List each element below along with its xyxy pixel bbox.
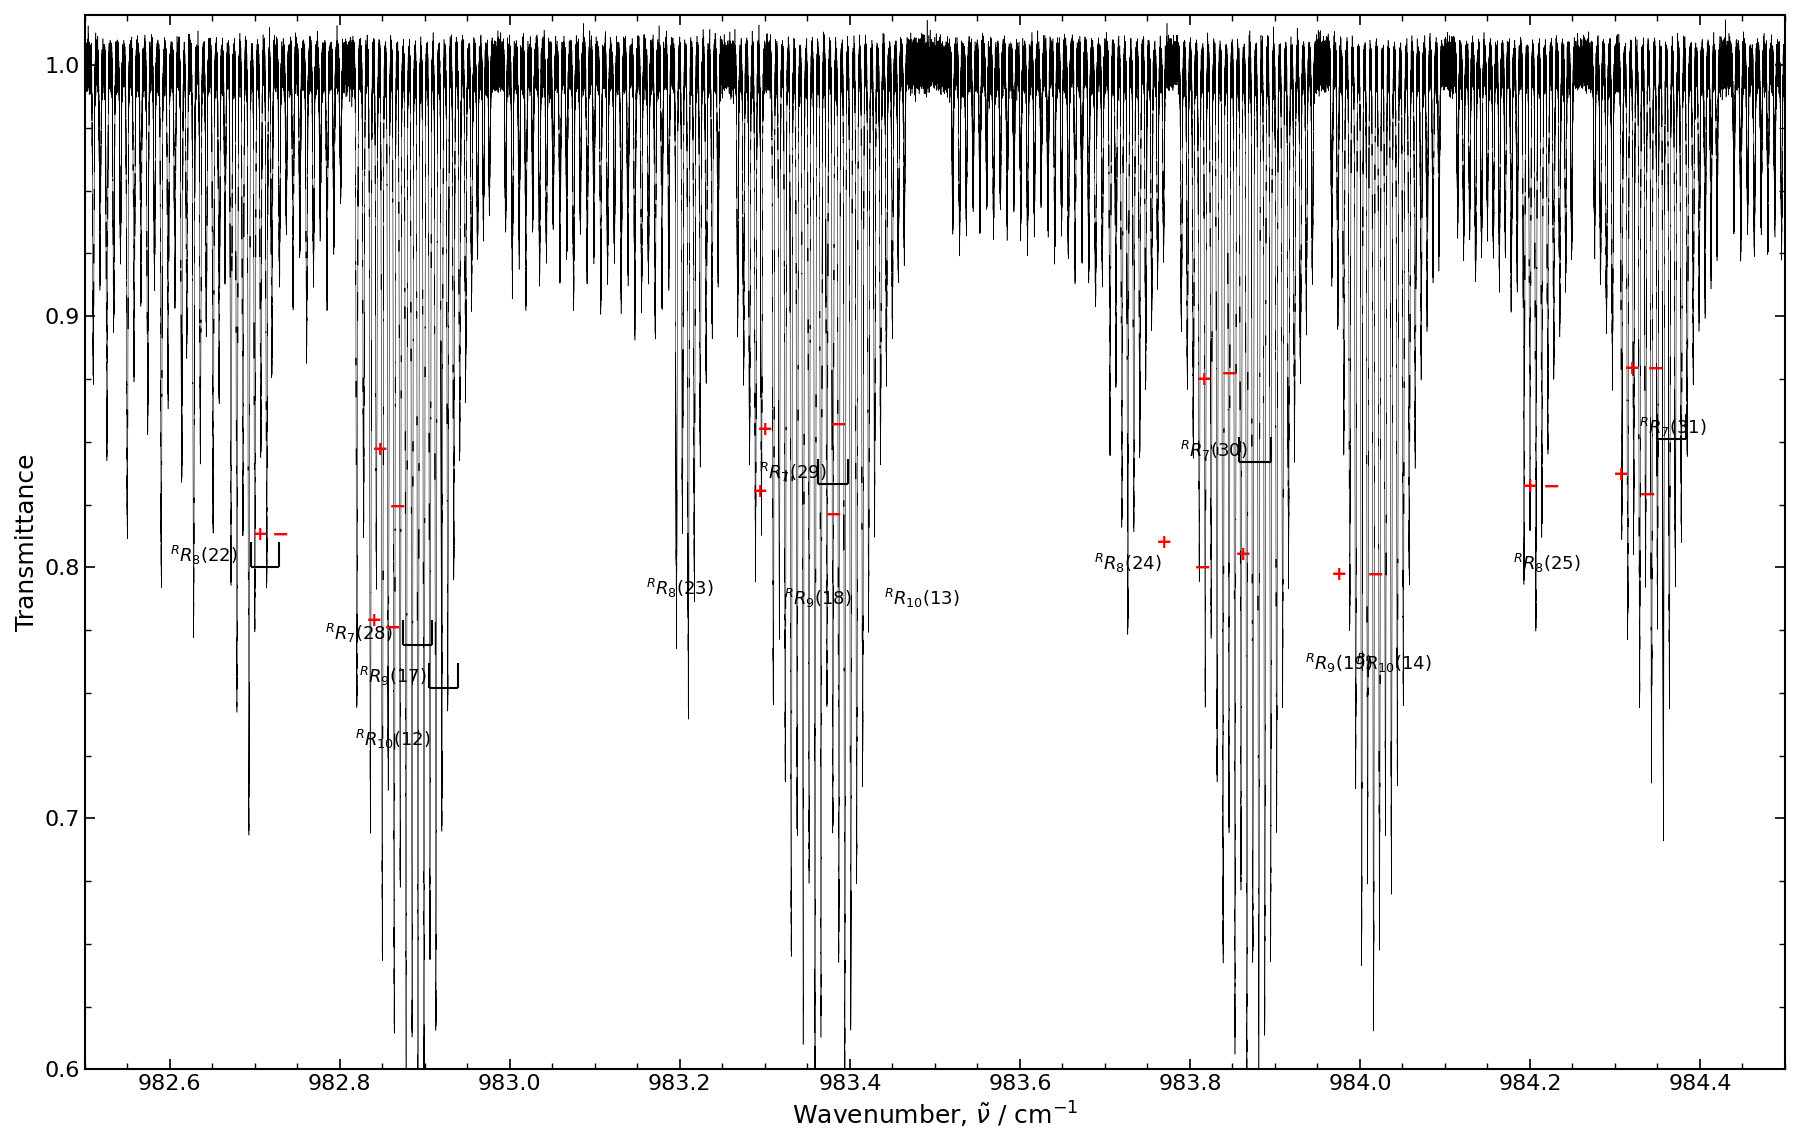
- Text: $^RR_{10}(13)$: $^RR_{10}(13)$: [884, 587, 959, 610]
- Text: −: −: [1543, 477, 1561, 497]
- Text: $^RR_8(24)$: $^RR_8(24)$: [1094, 552, 1161, 575]
- Text: +: +: [371, 440, 389, 459]
- Text: $^RR_7(28)$: $^RR_7(28)$: [324, 622, 392, 645]
- X-axis label: Wavenumber, $\tilde{\nu}$ / cm$^{-1}$: Wavenumber, $\tilde{\nu}$ / cm$^{-1}$: [792, 1100, 1078, 1130]
- Text: −: −: [830, 414, 848, 434]
- Text: −: −: [1647, 360, 1665, 379]
- Text: $^RR_9(18)$: $^RR_9(18)$: [783, 587, 851, 610]
- Text: $^RR_{10}(14)$: $^RR_{10}(14)$: [1355, 653, 1431, 676]
- Text: +: +: [1624, 360, 1640, 379]
- Text: $^RR_7(31)$: $^RR_7(31)$: [1638, 416, 1706, 440]
- Text: $^RR_9(17)$: $^RR_9(17)$: [358, 665, 427, 688]
- Text: +: +: [752, 482, 769, 502]
- Text: −: −: [383, 617, 401, 638]
- Text: +: +: [1235, 545, 1251, 564]
- Text: −: −: [1366, 564, 1384, 585]
- Text: −: −: [272, 524, 290, 545]
- Text: $^RR_7(30)$: $^RR_7(30)$: [1179, 439, 1247, 461]
- Text: +: +: [756, 420, 774, 439]
- Text: $^RR_8(23)$: $^RR_8(23)$: [646, 577, 715, 600]
- Text: $^RR_8(25)$: $^RR_8(25)$: [1514, 552, 1580, 575]
- Text: −: −: [389, 497, 407, 518]
- Text: $^RR_7(29)$: $^RR_7(29)$: [760, 461, 826, 484]
- Text: +: +: [1197, 370, 1213, 388]
- Text: +: +: [252, 526, 268, 544]
- Text: +: +: [1156, 532, 1172, 552]
- Text: −: −: [1193, 558, 1211, 577]
- Text: +: +: [1521, 477, 1539, 497]
- Text: $^RR_9(19)$: $^RR_9(19)$: [1305, 653, 1373, 676]
- Y-axis label: Transmittance: Transmittance: [14, 453, 40, 631]
- Text: +: +: [1613, 465, 1629, 484]
- Text: $^RR_{10}(12)$: $^RR_{10}(12)$: [355, 727, 430, 751]
- Text: −: −: [1638, 484, 1656, 505]
- Text: +: +: [1330, 566, 1346, 584]
- Text: −: −: [824, 505, 842, 524]
- Text: $^RR_8(22)$: $^RR_8(22)$: [169, 544, 238, 567]
- Text: −: −: [1220, 364, 1238, 384]
- Text: +: +: [365, 610, 382, 630]
